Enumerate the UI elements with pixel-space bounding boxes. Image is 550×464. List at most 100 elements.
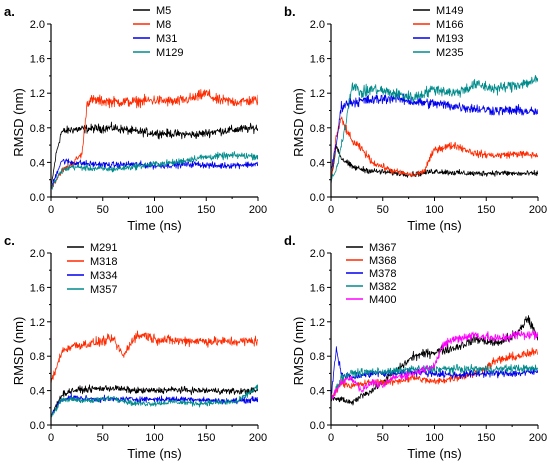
legend-label: M8: [156, 19, 171, 31]
y-tick-label: 1.6: [310, 54, 325, 66]
x-tick-label: 50: [97, 204, 109, 216]
legend: M5 M8 M31 M129: [133, 5, 184, 59]
y-tick-label: 2.0: [30, 19, 45, 31]
y-tick-label: 1.2: [30, 317, 45, 329]
x-tick-label: 150: [197, 204, 215, 216]
legend-label: M193: [436, 33, 464, 45]
x-tick-label: 200: [249, 204, 267, 216]
legend-label: M318: [90, 256, 118, 268]
x-axis-label: Time (ns): [127, 446, 181, 461]
chart-panel-a: 0 50 100 150 200 0.0 0.4 0.8 1.2 1.6 2.0 Time (ns) R…: [4, 4, 267, 233]
chart-panel-d: 0 50 100 150 200 0.0 0.4 0.8 1.2 1.6 2.0 Time (ns) R…: [284, 233, 547, 461]
legend-label: M31: [156, 33, 177, 45]
y-axis-label: RMSD (nm): [11, 88, 26, 157]
series-line-M357: [51, 384, 258, 418]
series-line-M129: [51, 151, 258, 190]
x-tick-label: 0: [48, 204, 54, 216]
y-axis-label: RMSD (nm): [291, 317, 306, 386]
y-tick-label: 1.6: [30, 282, 45, 294]
series-line-M235: [331, 75, 538, 180]
legend-label: M400: [369, 294, 397, 306]
series-line-M193: [331, 91, 538, 174]
x-tick-label: 100: [145, 432, 163, 444]
series-traces: [51, 89, 258, 190]
y-tick-label: 0.0: [310, 420, 325, 432]
legend-label: M129: [156, 47, 184, 59]
y-tick-label: 2.0: [310, 19, 325, 31]
series-line-M291: [51, 384, 258, 417]
y-tick-label: 2.0: [30, 248, 45, 260]
y-tick-label: 1.2: [310, 88, 325, 100]
series-traces: [331, 315, 538, 406]
series-traces: [51, 330, 258, 418]
y-tick-label: 0.0: [30, 420, 45, 432]
y-tick-label: 0.0: [30, 192, 45, 204]
series-line-M334: [51, 392, 258, 418]
y-tick-label: 0.4: [30, 386, 45, 398]
x-tick-label: 150: [477, 204, 495, 216]
panel-label: a.: [4, 4, 15, 19]
legend: M291 M318 M334 M357: [67, 242, 118, 296]
series-traces: [331, 75, 538, 185]
series-line-M149: [331, 145, 538, 185]
y-tick-label: 1.2: [30, 88, 45, 100]
series-line-M166: [331, 116, 538, 181]
y-axis-label: RMSD (nm): [291, 88, 306, 157]
legend-label: M378: [369, 268, 397, 280]
x-tick-label: 200: [249, 432, 267, 444]
series-line-M367: [331, 315, 538, 406]
y-tick-label: 0.8: [30, 123, 45, 135]
legend-label: M367: [369, 242, 397, 254]
y-tick-label: 0.8: [30, 351, 45, 363]
x-tick-label: 50: [377, 432, 389, 444]
y-tick-label: 2.0: [310, 248, 325, 260]
x-tick-label: 150: [197, 432, 215, 444]
series-line-M5: [51, 121, 258, 189]
x-tick-label: 100: [425, 204, 443, 216]
x-tick-label: 50: [377, 204, 389, 216]
x-axis-label: Time (ns): [407, 446, 461, 461]
y-tick-label: 0.4: [310, 386, 325, 398]
x-tick-label: 200: [529, 204, 547, 216]
panel-label: b.: [284, 4, 296, 19]
series-line-M318: [51, 330, 258, 385]
x-tick-label: 0: [328, 432, 334, 444]
x-tick-label: 0: [328, 204, 334, 216]
series-line-M382: [331, 363, 538, 402]
chart-panel-c: 0 50 100 150 200 0.0 0.4 0.8 1.2 1.6 2.0 Time (ns) R…: [4, 233, 267, 461]
panel-label: d.: [284, 233, 296, 248]
y-tick-label: 0.8: [310, 351, 325, 363]
x-tick-label: 200: [529, 432, 547, 444]
y-tick-label: 0.0: [310, 192, 325, 204]
chart-panel-b: 0 50 100 150 200 0.0 0.4 0.8 1.2 1.6 2.0 Time (ns) R…: [284, 4, 547, 233]
legend-label: M291: [90, 242, 118, 254]
x-axis-label: Time (ns): [407, 218, 461, 233]
legend-label: M5: [156, 5, 171, 17]
legend-label: M382: [369, 281, 397, 293]
series-line-M378: [331, 346, 538, 403]
y-axis-label: RMSD (nm): [11, 317, 26, 386]
series-line-M400: [331, 330, 538, 401]
y-tick-label: 1.6: [310, 282, 325, 294]
y-tick-label: 0.4: [30, 157, 45, 169]
x-tick-label: 100: [425, 432, 443, 444]
y-tick-label: 0.4: [310, 157, 325, 169]
legend-label: M235: [436, 47, 464, 59]
x-tick-label: 150: [477, 432, 495, 444]
legend-label: M357: [90, 284, 118, 296]
axis-frame: [50, 24, 258, 198]
legend-label: M149: [436, 5, 464, 17]
series-line-M368: [331, 347, 538, 402]
legend: M149 M166 M193 M235: [413, 5, 464, 59]
legend-label: M368: [369, 255, 397, 267]
legend-label: M334: [90, 270, 118, 282]
x-axis-label: Time (ns): [127, 218, 181, 233]
y-tick-label: 0.8: [310, 123, 325, 135]
legend-label: M166: [436, 19, 464, 31]
y-tick-label: 1.6: [30, 54, 45, 66]
panel-label: c.: [4, 233, 15, 248]
x-tick-label: 50: [97, 432, 109, 444]
x-tick-label: 100: [145, 204, 163, 216]
